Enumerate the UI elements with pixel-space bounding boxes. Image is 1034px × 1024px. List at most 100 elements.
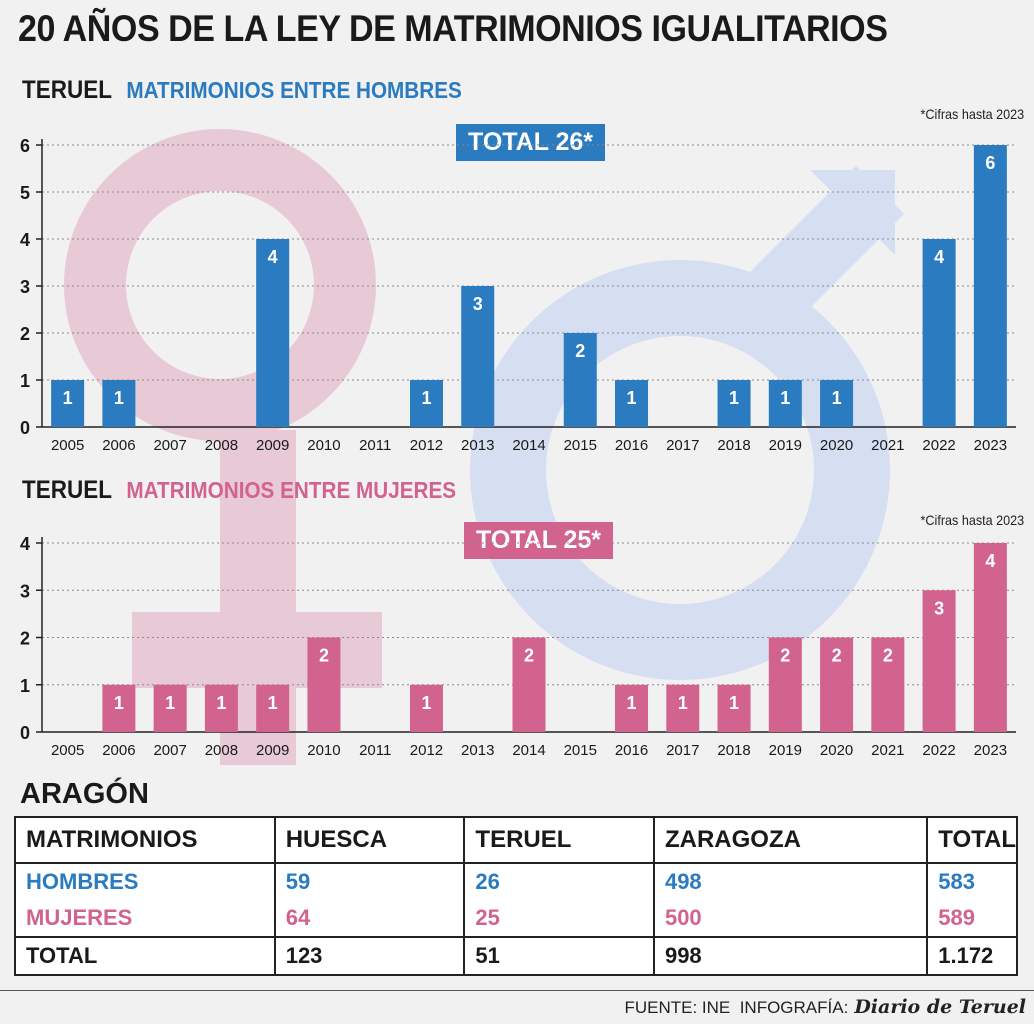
data-label: 2: [832, 646, 842, 666]
bar: [717, 684, 751, 732]
chart-men-note: *Cifras hasta 2023: [920, 106, 1024, 122]
x-tick-label: 2010: [307, 742, 340, 759]
table-cell: 59: [273, 863, 466, 900]
x-tick-label: 2008: [205, 437, 238, 454]
bar: [615, 684, 649, 732]
table-header-row: MATRIMONIOS HUESCA TERUEL ZARAGOZA TOTAL: [14, 816, 1018, 864]
table-row: TOTAL 123 51 998 1.172: [14, 936, 1018, 976]
brand-logo: Diario de Teruel: [854, 996, 1026, 1018]
x-tick-label: 2019: [769, 742, 802, 759]
bar: [922, 590, 956, 732]
chart-women-note: *Cifras hasta 2023: [920, 512, 1024, 528]
table-cell: 123: [273, 936, 466, 976]
chart-women-subtitle: MATRIMONIOS ENTRE MUJERES: [126, 477, 457, 503]
data-label: 1: [268, 693, 278, 713]
footer-divider: [0, 990, 1034, 991]
x-tick-label: 2018: [717, 437, 750, 454]
bar: [512, 637, 546, 732]
x-tick-label: 2006: [102, 437, 135, 454]
bar: [51, 380, 85, 427]
chart-men-total-badge: TOTAL 26*: [456, 124, 606, 161]
bar: [820, 380, 854, 427]
region-title: ARAGÓN: [20, 778, 149, 810]
page-title: 20 AÑOS DE LA LEY DE MATRIMONIOS IGUALIT…: [18, 8, 888, 49]
table-cell: 26: [463, 863, 655, 900]
data-label: 1: [114, 693, 124, 713]
data-label: 2: [575, 341, 585, 361]
female-symbol-icon: [64, 129, 376, 441]
y-tick-label: 2: [20, 324, 30, 344]
data-label: 2: [883, 646, 893, 666]
data-label: 1: [627, 388, 637, 408]
data-label: 1: [627, 693, 637, 713]
table-header: MATRIMONIOS: [14, 816, 276, 864]
data-label: 4: [985, 551, 995, 571]
bar: [615, 380, 649, 427]
chart-men: 0 1 2 3 4 5 6 1 2005 1 2006 2007 2008 4 2009 2010 2011 1 2…: [20, 136, 1016, 454]
x-tick-label: 2007: [153, 742, 186, 759]
data-label: 2: [319, 646, 329, 666]
x-tick-label: 2020: [820, 742, 853, 759]
table-cell: 500: [652, 900, 929, 937]
data-label: 1: [165, 693, 175, 713]
data-label: 1: [678, 693, 688, 713]
x-tick-label: 2011: [359, 437, 391, 454]
bar: [973, 543, 1007, 732]
table-header: HUESCA: [273, 816, 466, 864]
x-tick-label: 2017: [666, 742, 699, 759]
data-label: 6: [985, 153, 995, 173]
footer-credit: INFOGRAFÍA:: [739, 998, 849, 1017]
x-tick-label: 2015: [564, 437, 597, 454]
footer: FUENTE: INE INFOGRAFÍA: Diario de Teruel: [624, 996, 1026, 1018]
x-tick-label: 2016: [615, 742, 648, 759]
table-cell: HOMBRES: [14, 863, 276, 900]
y-tick-label: 3: [20, 277, 30, 297]
data-label: 2: [524, 646, 534, 666]
x-tick-label: 2008: [205, 742, 238, 759]
x-tick-label: 2009: [256, 437, 289, 454]
y-tick-label: 6: [20, 136, 30, 156]
x-tick-label: 2022: [922, 742, 955, 759]
chart-men-place: TERUEL: [22, 76, 112, 104]
x-tick-label: 2012: [410, 437, 443, 454]
x-tick-label: 2020: [820, 437, 853, 454]
x-tick-label: 2018: [717, 742, 750, 759]
y-tick-label: 2: [20, 629, 30, 649]
bar: [256, 684, 290, 732]
x-tick-label: 2023: [974, 437, 1007, 454]
bar: [461, 286, 495, 427]
data-label: 1: [832, 388, 842, 408]
bar: [204, 684, 238, 732]
data-label: 3: [473, 294, 483, 314]
y-tick-label: 1: [20, 371, 30, 391]
bar: [102, 380, 136, 427]
bar: [307, 637, 341, 732]
x-tick-label: 2014: [512, 437, 545, 454]
x-tick-label: 2019: [769, 437, 802, 454]
data-label: 1: [114, 388, 124, 408]
bar: [717, 380, 751, 427]
footer-source: FUENTE: INE: [624, 998, 731, 1017]
table-row: MUJERES 64 25 500 589: [14, 900, 1018, 937]
data-label: 1: [216, 693, 226, 713]
table-cell: MUJERES: [14, 900, 276, 937]
chart-men-subtitle: MATRIMONIOS ENTRE HOMBRES: [126, 77, 462, 103]
table-cell: 25: [463, 900, 655, 937]
bar: [973, 145, 1007, 427]
y-tick-label: 4: [20, 230, 30, 250]
bar: [409, 380, 443, 427]
bar: [102, 684, 136, 732]
data-label: 1: [421, 388, 431, 408]
data-label: 1: [729, 693, 739, 713]
x-tick-label: 2009: [256, 742, 289, 759]
y-tick-label: 3: [20, 581, 30, 601]
x-tick-label: 2012: [410, 742, 443, 759]
y-tick-label: 0: [20, 418, 30, 438]
bar: [563, 333, 597, 427]
table-header: ZARAGOZA: [652, 816, 929, 864]
bar: [409, 684, 443, 732]
chart-women-place: TERUEL: [22, 476, 112, 504]
data-label: 1: [63, 388, 73, 408]
data-label: 4: [934, 247, 944, 267]
